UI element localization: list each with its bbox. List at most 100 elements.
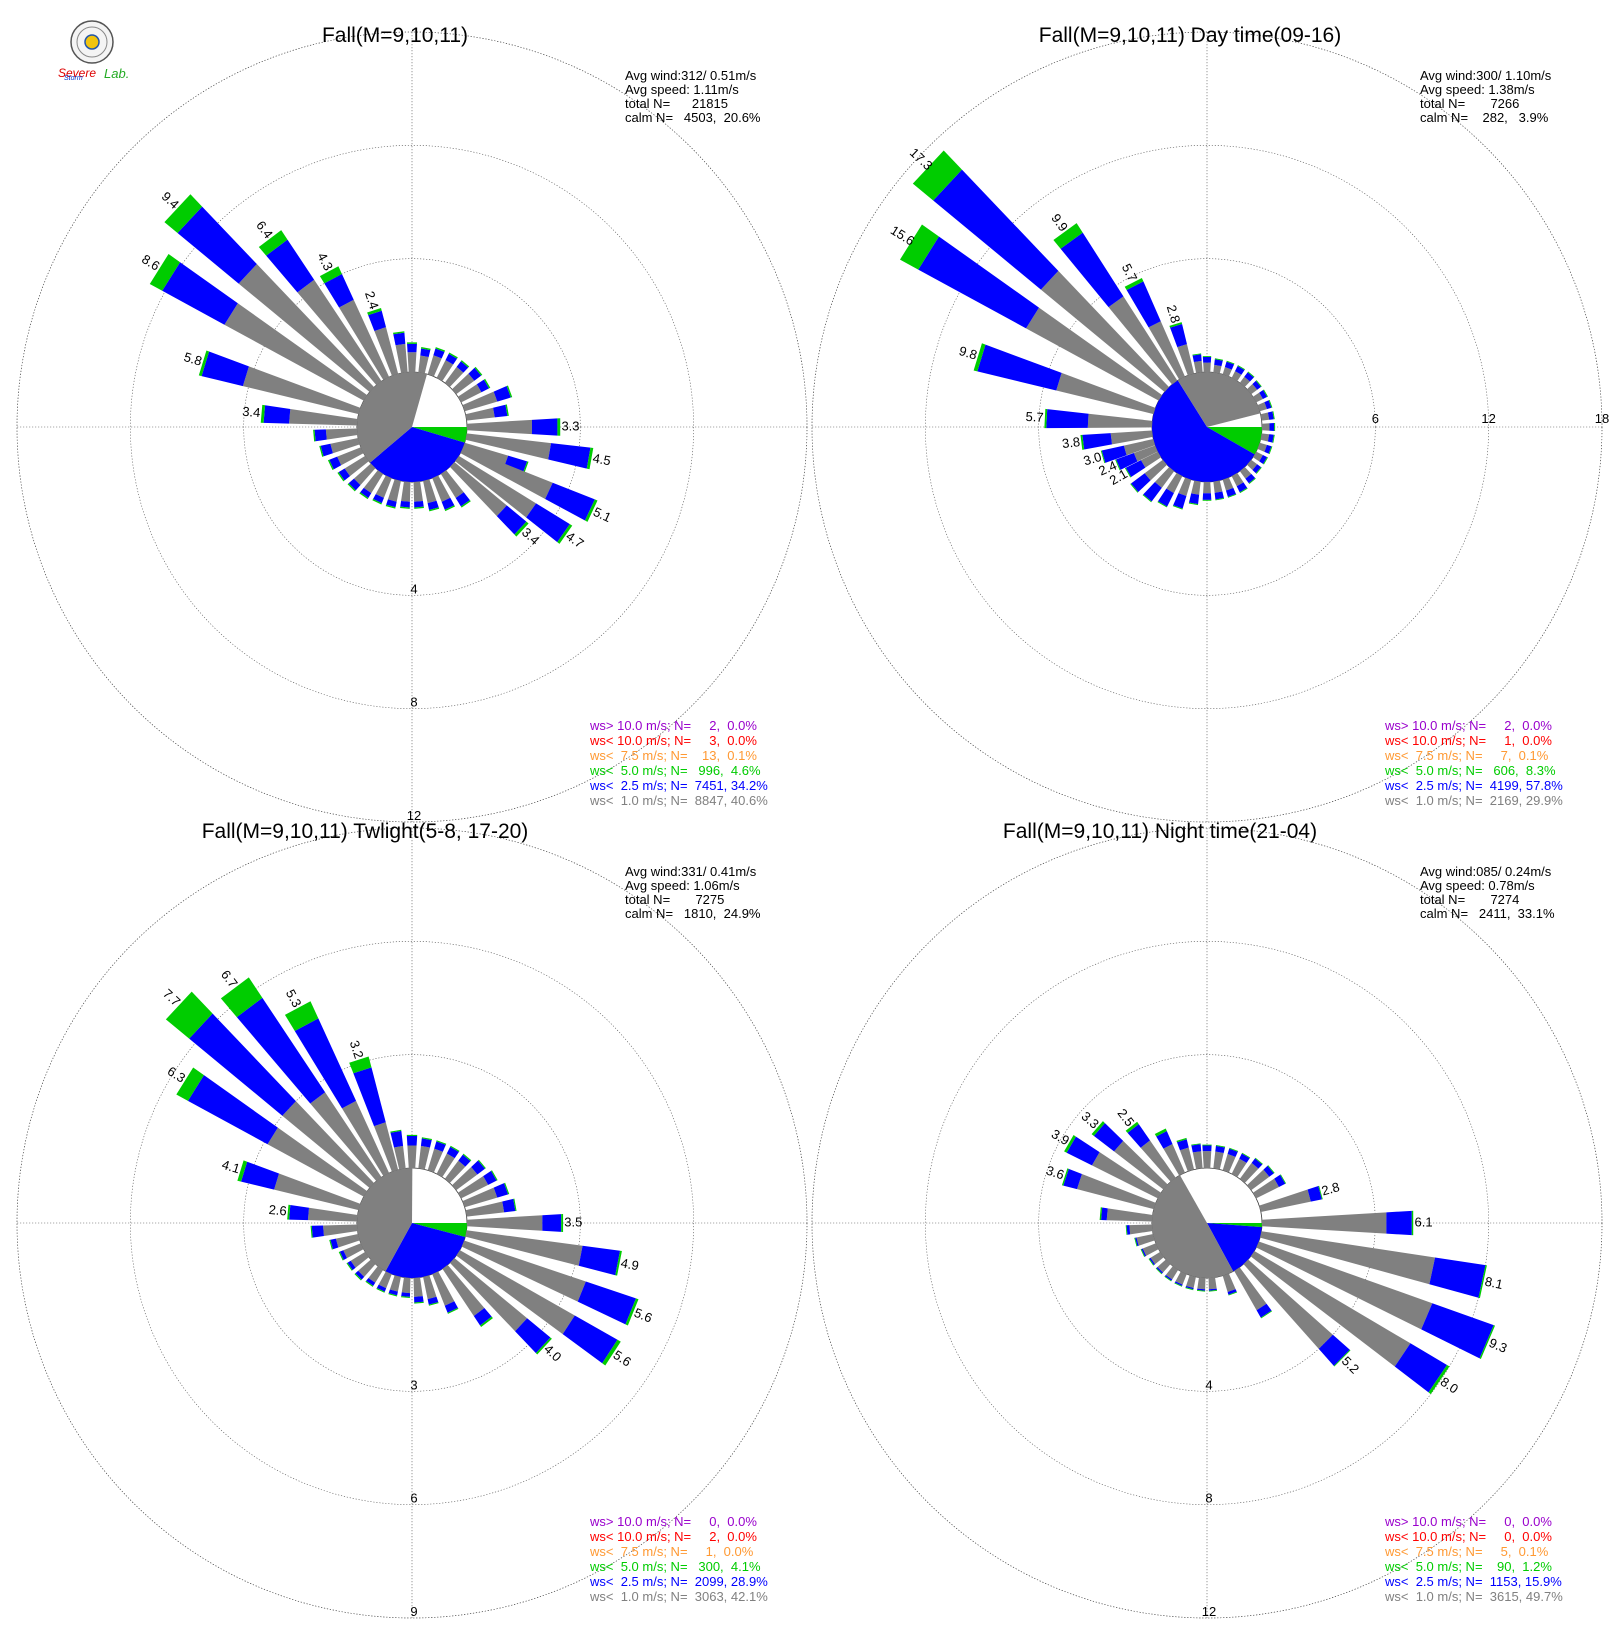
bar-segment-lt25 [348,478,361,491]
bar-segment-lt5 [1263,457,1269,465]
bar-value-label: 3.5 [564,1214,582,1229]
windrose-panel-2: 6 12 182.12.43.03.85.79.815.617.39.95.72.8… [811,24,1609,823]
bar-segment-lt25 [1125,460,1146,478]
bar-segment-lt25 [1185,1285,1194,1290]
bar-segment-lt25 [388,1289,398,1296]
bar-segment-lt1 [1252,451,1263,462]
calm-pie-green [1207,1223,1262,1228]
bar-segment-lt25 [545,482,595,521]
bar-segment-lt25 [1189,493,1200,505]
bar-segment-lt5 [401,1296,410,1298]
bar-segment-lt1 [1246,1169,1270,1191]
bar-segment-lt1 [1256,1241,1433,1330]
bar-segment-lt5 [1202,356,1212,358]
bar-segment-lt5 [535,1337,552,1355]
legend-entry: ws< 1.0 m/s; N= 3615, 49.7% [1384,1589,1563,1604]
bar-segment-lt1 [1091,1152,1162,1199]
bar-value-label: 3.8 [1061,434,1081,451]
bar-segment-lt1 [1252,392,1263,403]
bar-segment-lt25 [289,1205,310,1221]
bar-segment-lt5 [1185,1287,1194,1291]
bar-segment-lt5 [602,1339,621,1366]
bar-segment-lt1 [289,409,358,426]
bar-segment-lt25 [1127,1124,1151,1148]
bar-segment-lt25 [1202,1145,1212,1152]
bar-segment-lt25 [420,1138,432,1148]
ring-label: 12 [407,808,421,823]
bar-segment-lt5 [1239,487,1248,494]
bar-segment-lt1 [1239,376,1250,388]
bar-segment-lt5 [444,505,456,512]
legend-entry: ws< 5.0 m/s; N= 606, 8.3% [1384,763,1556,778]
bar-segment-lt25 [1245,473,1256,484]
bar-segment-lt1 [1208,1277,1217,1290]
bar-segment-lt25 [1214,359,1223,367]
bar-segment-lt1 [1213,480,1223,493]
bar-segment-lt25 [347,1260,356,1271]
bar-segment-lt5 [1080,434,1085,450]
bar-segment-lt25 [266,239,315,293]
bar-segment-lt5 [176,1067,204,1101]
bar-segment-lt5 [1202,499,1212,501]
bar-segment-lt25 [468,367,482,381]
bar-segment-lt1 [1222,1154,1236,1173]
bar-segment-lt25 [1143,482,1162,502]
bar-segment-lt1 [440,470,464,498]
ring-label: 9 [410,1604,417,1619]
bar-segment-lt1 [401,1277,411,1294]
bar-segment-lt1 [1191,480,1201,495]
bar-segment-lt25 [1252,380,1262,390]
bar-segment-lt1 [1165,1266,1179,1280]
calm-pie-gray [1177,372,1261,427]
legend-entry: ws< 7.5 m/s; N= 1, 0.0% [589,1544,754,1559]
bar-segment-lt1 [1197,1277,1206,1290]
stat-calm-n: calm N= 1810, 24.9% [625,906,761,921]
bar-segment-lt1 [1108,296,1178,385]
calm-pie-blue [385,1223,466,1278]
bar-segment-lt5 [1268,446,1273,455]
bar-segment-lt1 [451,373,475,395]
bar-segment-lt1 [418,1145,430,1170]
bar-segment-lt5 [287,1204,291,1220]
bar-segment-lt1 [423,1275,437,1300]
bar-segment-lt5 [349,1056,372,1074]
bar-segment-lt25 [1264,444,1272,454]
bar-segment-lt25 [1149,1257,1156,1266]
bar-segment-lt1 [224,303,368,401]
bar-segment-lt5 [258,230,288,256]
bar-segment-lt5 [1237,365,1246,371]
bar-segment-lt5 [359,492,369,500]
bar-segment-lt25 [918,236,1039,329]
bar-segment-lt5 [973,343,986,372]
bar-segment-lt25 [406,1136,418,1146]
bar-segment-lt5 [1229,1147,1239,1152]
bar-segment-lt1 [418,355,429,374]
bar-segment-lt5 [346,1262,353,1271]
bar-segment-lt1 [1257,402,1267,412]
bar-segment-lt25 [493,1183,509,1198]
bar-segment-lt1 [342,1100,390,1177]
bar-segment-lt5 [388,1293,398,1297]
stat-avg-speed: Avg speed: 0.78m/s [1420,878,1535,893]
bar-segment-lt1 [462,1187,498,1208]
bar-segment-lt5 [514,521,529,537]
range-ring [243,258,581,596]
bar-segment-lt25 [1116,453,1138,470]
bar-segment-lt5 [310,1225,313,1238]
bar-segment-lt5 [198,350,210,377]
bar-segment-lt5 [329,1239,333,1250]
bar-segment-lt1 [1179,1147,1195,1172]
ring-label: 4 [410,581,417,596]
bar-segment-lt1 [344,455,369,477]
bar-segment-lt1 [387,479,401,502]
bar-segment-lt25 [393,332,406,346]
legend-entry: ws< 7.5 m/s; N= 7, 0.1% [1384,748,1549,763]
bar-segment-lt5 [1260,1310,1273,1319]
bar-segment-lt25 [407,343,417,353]
bar-segment-lt25 [456,361,469,373]
windrose-panel-3: 3693.54.95.65.64.02.64.16.37.76.75.33.2F… [16,820,808,1619]
bar-segment-lt5 [1241,1152,1251,1159]
bar-segment-lt25 [1244,372,1254,382]
bar-segment-lt25 [526,503,570,543]
bar-segment-lt1 [325,428,358,440]
